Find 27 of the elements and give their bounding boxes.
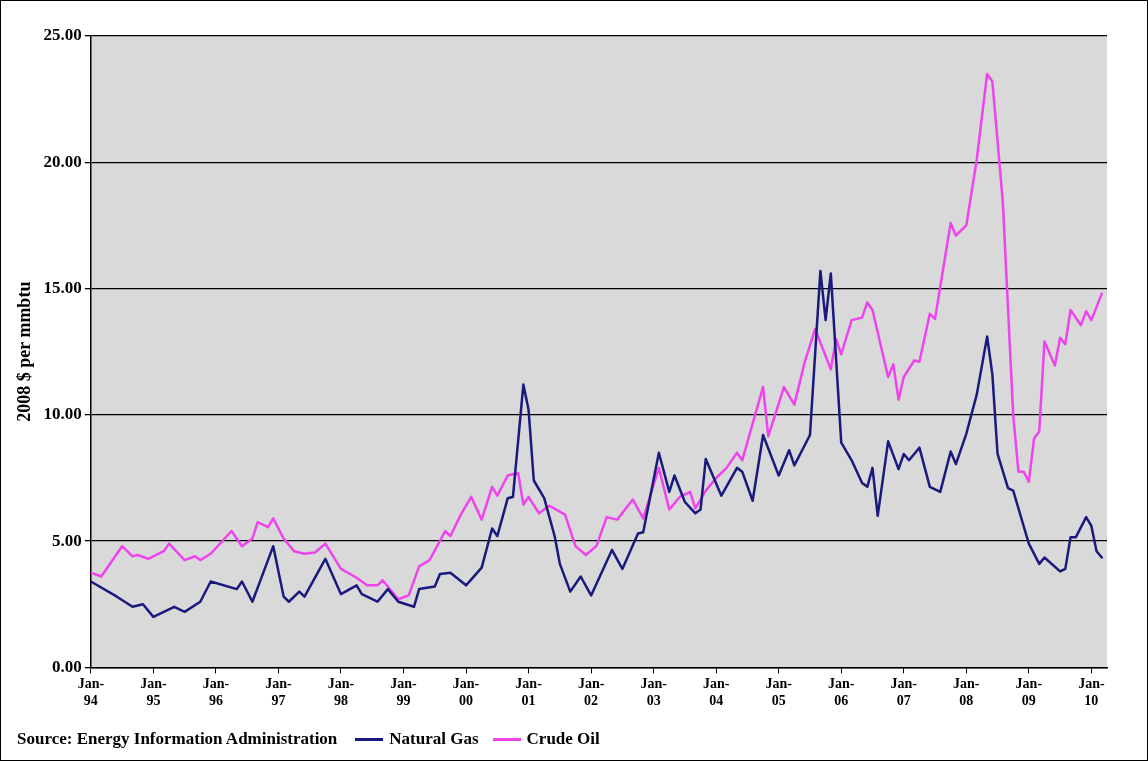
y-tick-label: 10.00 <box>43 404 82 424</box>
source-note: Source: Energy Information Administration <box>17 729 338 749</box>
x-tick-label: Jan-00 <box>452 676 480 709</box>
x-tick-label: Jan-04 <box>702 676 730 709</box>
x-tick-label: Jan-07 <box>890 676 918 709</box>
x-tick-label: Jan-96 <box>202 676 230 709</box>
x-tick-label: Jan-94 <box>77 676 105 709</box>
y-axis-title: 2008 $ per mmbtu <box>14 281 35 422</box>
x-tick-label: Jan-08 <box>953 676 980 709</box>
x-tick-label: Jan-05 <box>765 676 793 709</box>
y-tick-label: 15.00 <box>43 277 82 297</box>
legend-label: Natural Gas <box>389 729 479 749</box>
y-tick-label: 20.00 <box>43 151 82 171</box>
x-tick-label: Jan-98 <box>327 676 355 709</box>
x-tick-label: Jan-09 <box>1015 676 1043 709</box>
x-tick-label: Jan-99 <box>390 676 418 709</box>
y-tick-label: 25.00 <box>43 25 82 45</box>
y-tick-label: 0.00 <box>52 656 82 676</box>
legend-label: Crude Oil <box>526 729 600 749</box>
x-tick-label: Jan-01 <box>515 676 543 709</box>
x-tick-label: Jan-03 <box>640 676 668 709</box>
y-tick-label: 5.00 <box>52 530 82 550</box>
x-tick-label: Jan-10 <box>1078 676 1105 709</box>
x-tick-label: Jan-97 <box>265 676 293 709</box>
x-tick-label: Jan-06 <box>828 676 855 709</box>
x-tick-label: Jan-02 <box>577 676 605 709</box>
x-tick-label: Jan-95 <box>140 676 167 709</box>
